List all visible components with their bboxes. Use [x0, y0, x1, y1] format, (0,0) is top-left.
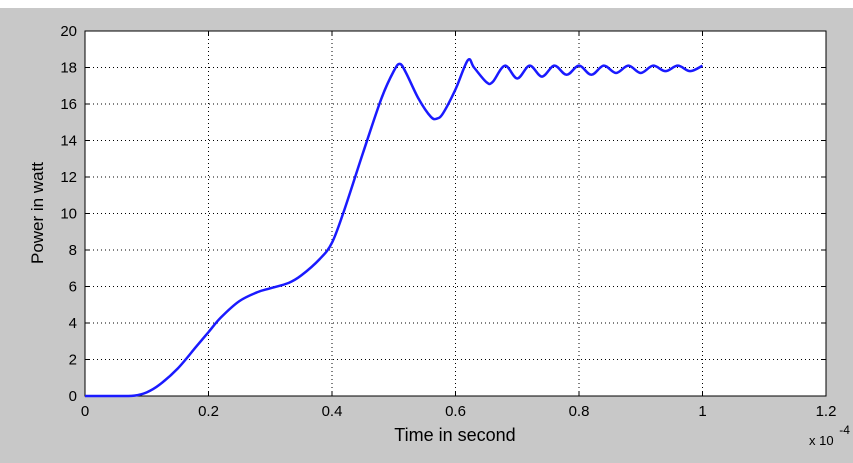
y-tick-label: 2 [69, 352, 77, 369]
x-tick-label: 0.6 [445, 403, 466, 420]
x-axis-label: Time in second [394, 425, 515, 445]
y-tick-label: 10 [60, 206, 77, 223]
x-tick-label: 0.8 [569, 403, 590, 420]
x-multiplier-label: x 10 -4 [809, 423, 850, 448]
ticks: 0 0.2 0.4 0.6 0.8 1 1.2 0 2 4 6 8 10 12 14 16 18 20 [60, 23, 836, 420]
y-tick-label: 6 [69, 279, 77, 296]
top-margin [0, 0, 853, 8]
x-tick-label: 0.4 [322, 403, 343, 420]
y-tick-label: 4 [69, 315, 77, 332]
x-multiplier-exponent: -4 [839, 423, 850, 437]
x-tick-label: 0 [81, 403, 89, 420]
series-line [84, 58, 704, 398]
x-tick-label: 1 [698, 403, 706, 420]
x-tick-label: 1.2 [816, 403, 837, 420]
y-tick-label: 12 [60, 169, 77, 186]
plot-area [85, 31, 826, 396]
grid [85, 31, 826, 396]
y-tick-label: 16 [60, 96, 77, 113]
x-multiplier-base: x 10 [809, 433, 834, 448]
y-tick-label: 18 [60, 60, 77, 77]
y-tick-label: 14 [60, 133, 77, 150]
y-axis-label: Power in watt [28, 162, 47, 264]
y-tick-label: 8 [69, 242, 77, 259]
y-tick-label: 20 [60, 23, 77, 40]
y-tick-label: 0 [69, 388, 77, 405]
x-tick-label: 0.2 [198, 403, 219, 420]
series-group [84, 58, 704, 398]
